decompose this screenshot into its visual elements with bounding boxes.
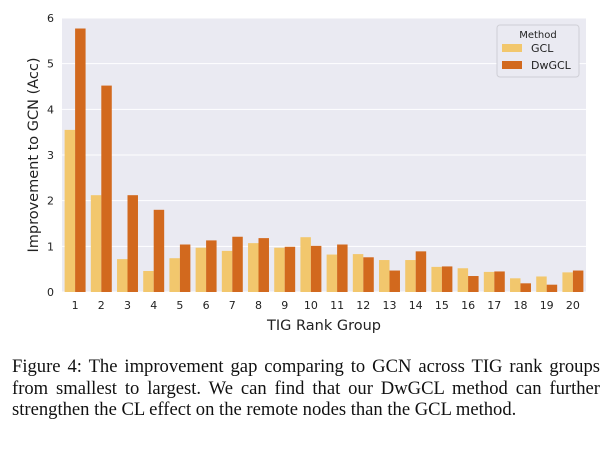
bar-gcl-4 [143,270,154,292]
bar-gcl-7 [221,250,233,292]
y-tick-label: 0 [47,286,54,299]
x-tick-label: 5 [176,299,183,312]
x-tick-label: 19 [540,299,554,312]
bar-gcl-8 [248,243,259,292]
y-tick-label: 6 [47,12,54,25]
bar-dwgcl-15 [441,266,453,292]
legend-swatch-gcl [502,44,522,52]
figure-caption: Figure 4: The improvement gap comparing … [12,356,600,420]
x-tick-label: 3 [124,299,131,312]
bar-dwgcl-9 [284,246,296,292]
bar-gcl-1 [64,129,76,292]
x-tick-label: 14 [409,299,423,312]
x-axis-label: TIG Rank Group [266,318,381,334]
y-tick-label: 3 [47,149,54,162]
bar-dwgcl-17 [494,271,505,292]
x-tick-label: 16 [461,299,475,312]
x-tick-labels: 1 2 3 4 5 6 7 8 9 10 11 12 13 14 15 16 17 18 19 20 [72,299,580,312]
x-tick-label: 7 [229,299,236,312]
bar-dwgcl-18 [520,283,531,292]
bar-dwgcl-12 [363,257,374,292]
x-tick-label: 6 [203,299,210,312]
y-tick-label: 4 [47,103,54,116]
bar-gcl-15 [431,266,442,292]
bar-dwgcl-3 [127,195,138,292]
x-tick-label: 17 [487,299,501,312]
x-tick-label: 11 [330,299,344,312]
x-tick-label: 13 [383,299,397,312]
y-tick-label: 1 [47,240,54,253]
bar-dwgcl-20 [572,270,584,292]
bar-dwgcl-11 [337,244,348,292]
bar-dwgcl-6 [206,240,217,292]
bar-gcl-17 [483,271,495,292]
bar-dwgcl-2 [101,85,112,292]
x-tick-label: 9 [281,299,288,312]
bar-gcl-11 [326,254,338,292]
bar-dwgcl-14 [415,251,427,292]
x-tick-label: 12 [356,299,370,312]
bar-gcl-10 [300,237,311,292]
bar-gcl-19 [536,276,547,292]
x-tick-label: 10 [304,299,318,312]
bar-dwgcl-13 [389,270,400,292]
bar-dwgcl-8 [258,238,269,292]
x-tick-label: 20 [566,299,580,312]
bar-gcl-16 [457,268,469,292]
bar-gcl-13 [379,260,390,292]
bar-dwgcl-1 [75,28,86,293]
bar-dwgcl-7 [232,236,243,292]
legend-label-dwgcl: DwGCL [531,59,572,72]
x-tick-label: 18 [514,299,528,312]
y-axis-label: Improvement to GCN (Acc) [26,57,42,252]
bar-dwgcl-16 [468,276,479,292]
x-tick-label: 4 [150,299,157,312]
bar-gcl-14 [405,260,416,292]
bar-gcl-20 [562,272,573,292]
bar-gcl-5 [169,258,180,292]
x-tick-label: 2 [98,299,105,312]
bar-dwgcl-10 [310,245,322,292]
bar-gcl-3 [117,259,128,292]
x-tick-label: 1 [72,299,79,312]
bar-gcl-9 [274,247,285,292]
legend: Method GCL DwGCL [496,24,580,78]
bar-gcl-2 [90,195,102,292]
bar-dwgcl-19 [546,284,558,292]
legend-label-gcl: GCL [531,42,554,55]
legend-swatch-dwgcl [502,61,522,69]
bar-gcl-18 [510,278,521,292]
y-tick-label: 5 [47,58,54,71]
bar-dwgcl-4 [153,209,165,292]
y-tick-labels: 0 1 2 3 4 5 6 [47,12,54,299]
x-tick-label: 15 [435,299,449,312]
bar-gcl-12 [352,254,364,292]
legend-title: Method [519,30,557,41]
y-tick-label: 2 [47,195,54,208]
bar-gcl-6 [195,247,207,292]
x-tick-label: 8 [255,299,262,312]
bar-dwgcl-5 [179,244,191,292]
bars [64,28,584,293]
